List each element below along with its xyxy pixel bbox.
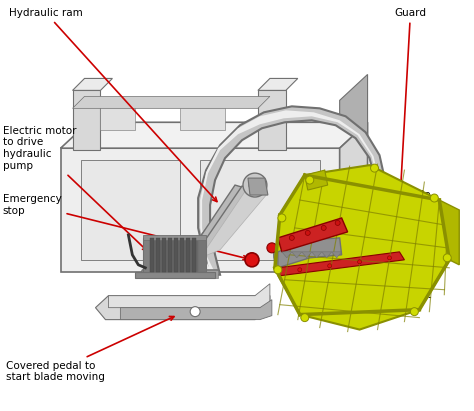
Circle shape (243, 173, 267, 197)
Polygon shape (138, 270, 218, 278)
Polygon shape (292, 252, 302, 258)
Circle shape (357, 260, 362, 264)
Polygon shape (95, 296, 270, 320)
Polygon shape (332, 252, 342, 258)
Polygon shape (192, 238, 196, 272)
Polygon shape (146, 106, 385, 275)
Polygon shape (162, 238, 166, 272)
Polygon shape (188, 188, 248, 252)
Polygon shape (258, 79, 298, 90)
Polygon shape (200, 187, 268, 258)
Circle shape (321, 225, 326, 231)
Text: Anvil to
support
metal: Anvil to support metal (392, 266, 432, 311)
Circle shape (249, 179, 261, 191)
Polygon shape (61, 148, 340, 272)
Polygon shape (275, 165, 449, 330)
Polygon shape (248, 178, 268, 195)
Polygon shape (200, 160, 320, 260)
Circle shape (387, 256, 392, 260)
Polygon shape (136, 272, 215, 278)
Polygon shape (305, 170, 328, 190)
Circle shape (267, 243, 277, 253)
Polygon shape (439, 200, 459, 265)
Polygon shape (404, 255, 421, 272)
Polygon shape (174, 238, 178, 272)
Circle shape (294, 249, 306, 261)
Circle shape (185, 247, 201, 263)
Polygon shape (258, 90, 286, 150)
Text: Covered pedal to
start blade moving: Covered pedal to start blade moving (6, 316, 174, 382)
Text: Emergency
stop: Emergency stop (3, 194, 247, 260)
Polygon shape (73, 96, 270, 109)
Circle shape (284, 239, 316, 271)
Circle shape (328, 264, 332, 268)
Polygon shape (100, 109, 136, 130)
Polygon shape (162, 110, 380, 275)
Polygon shape (278, 260, 410, 288)
Circle shape (335, 220, 340, 225)
Polygon shape (312, 252, 322, 258)
Text: Hydraulic ram: Hydraulic ram (9, 8, 217, 201)
Polygon shape (61, 122, 367, 148)
Polygon shape (278, 218, 347, 252)
Polygon shape (120, 300, 272, 320)
Polygon shape (143, 235, 206, 240)
Circle shape (278, 214, 286, 222)
Circle shape (274, 266, 282, 274)
Text: Electric motor
to drive
hydraulic
pump: Electric motor to drive hydraulic pump (3, 126, 147, 251)
Polygon shape (143, 238, 150, 272)
Circle shape (306, 176, 314, 184)
Polygon shape (198, 238, 206, 272)
Polygon shape (186, 238, 190, 272)
Polygon shape (148, 238, 200, 272)
Text: Blade: Blade (339, 190, 431, 233)
Polygon shape (322, 252, 332, 258)
Circle shape (298, 268, 302, 272)
Polygon shape (282, 252, 292, 258)
Polygon shape (180, 109, 225, 130)
Polygon shape (73, 79, 112, 90)
Circle shape (430, 194, 438, 202)
Polygon shape (81, 160, 180, 260)
Polygon shape (278, 238, 342, 268)
Text: Guard: Guard (394, 8, 427, 206)
Circle shape (274, 229, 326, 281)
Circle shape (190, 307, 200, 316)
Circle shape (245, 253, 259, 267)
Polygon shape (302, 252, 312, 258)
Circle shape (301, 314, 309, 321)
Polygon shape (73, 90, 100, 150)
Polygon shape (195, 186, 262, 255)
Circle shape (443, 254, 451, 262)
Polygon shape (180, 238, 184, 272)
Polygon shape (340, 122, 367, 272)
Polygon shape (278, 252, 404, 276)
Circle shape (289, 236, 294, 240)
Polygon shape (156, 238, 160, 272)
Circle shape (189, 251, 197, 259)
Polygon shape (142, 270, 218, 278)
Polygon shape (150, 238, 154, 272)
Polygon shape (168, 238, 172, 272)
Circle shape (371, 164, 379, 172)
Polygon shape (109, 284, 270, 308)
Polygon shape (340, 74, 367, 148)
Circle shape (305, 231, 310, 236)
Circle shape (410, 308, 419, 316)
Polygon shape (188, 185, 252, 255)
